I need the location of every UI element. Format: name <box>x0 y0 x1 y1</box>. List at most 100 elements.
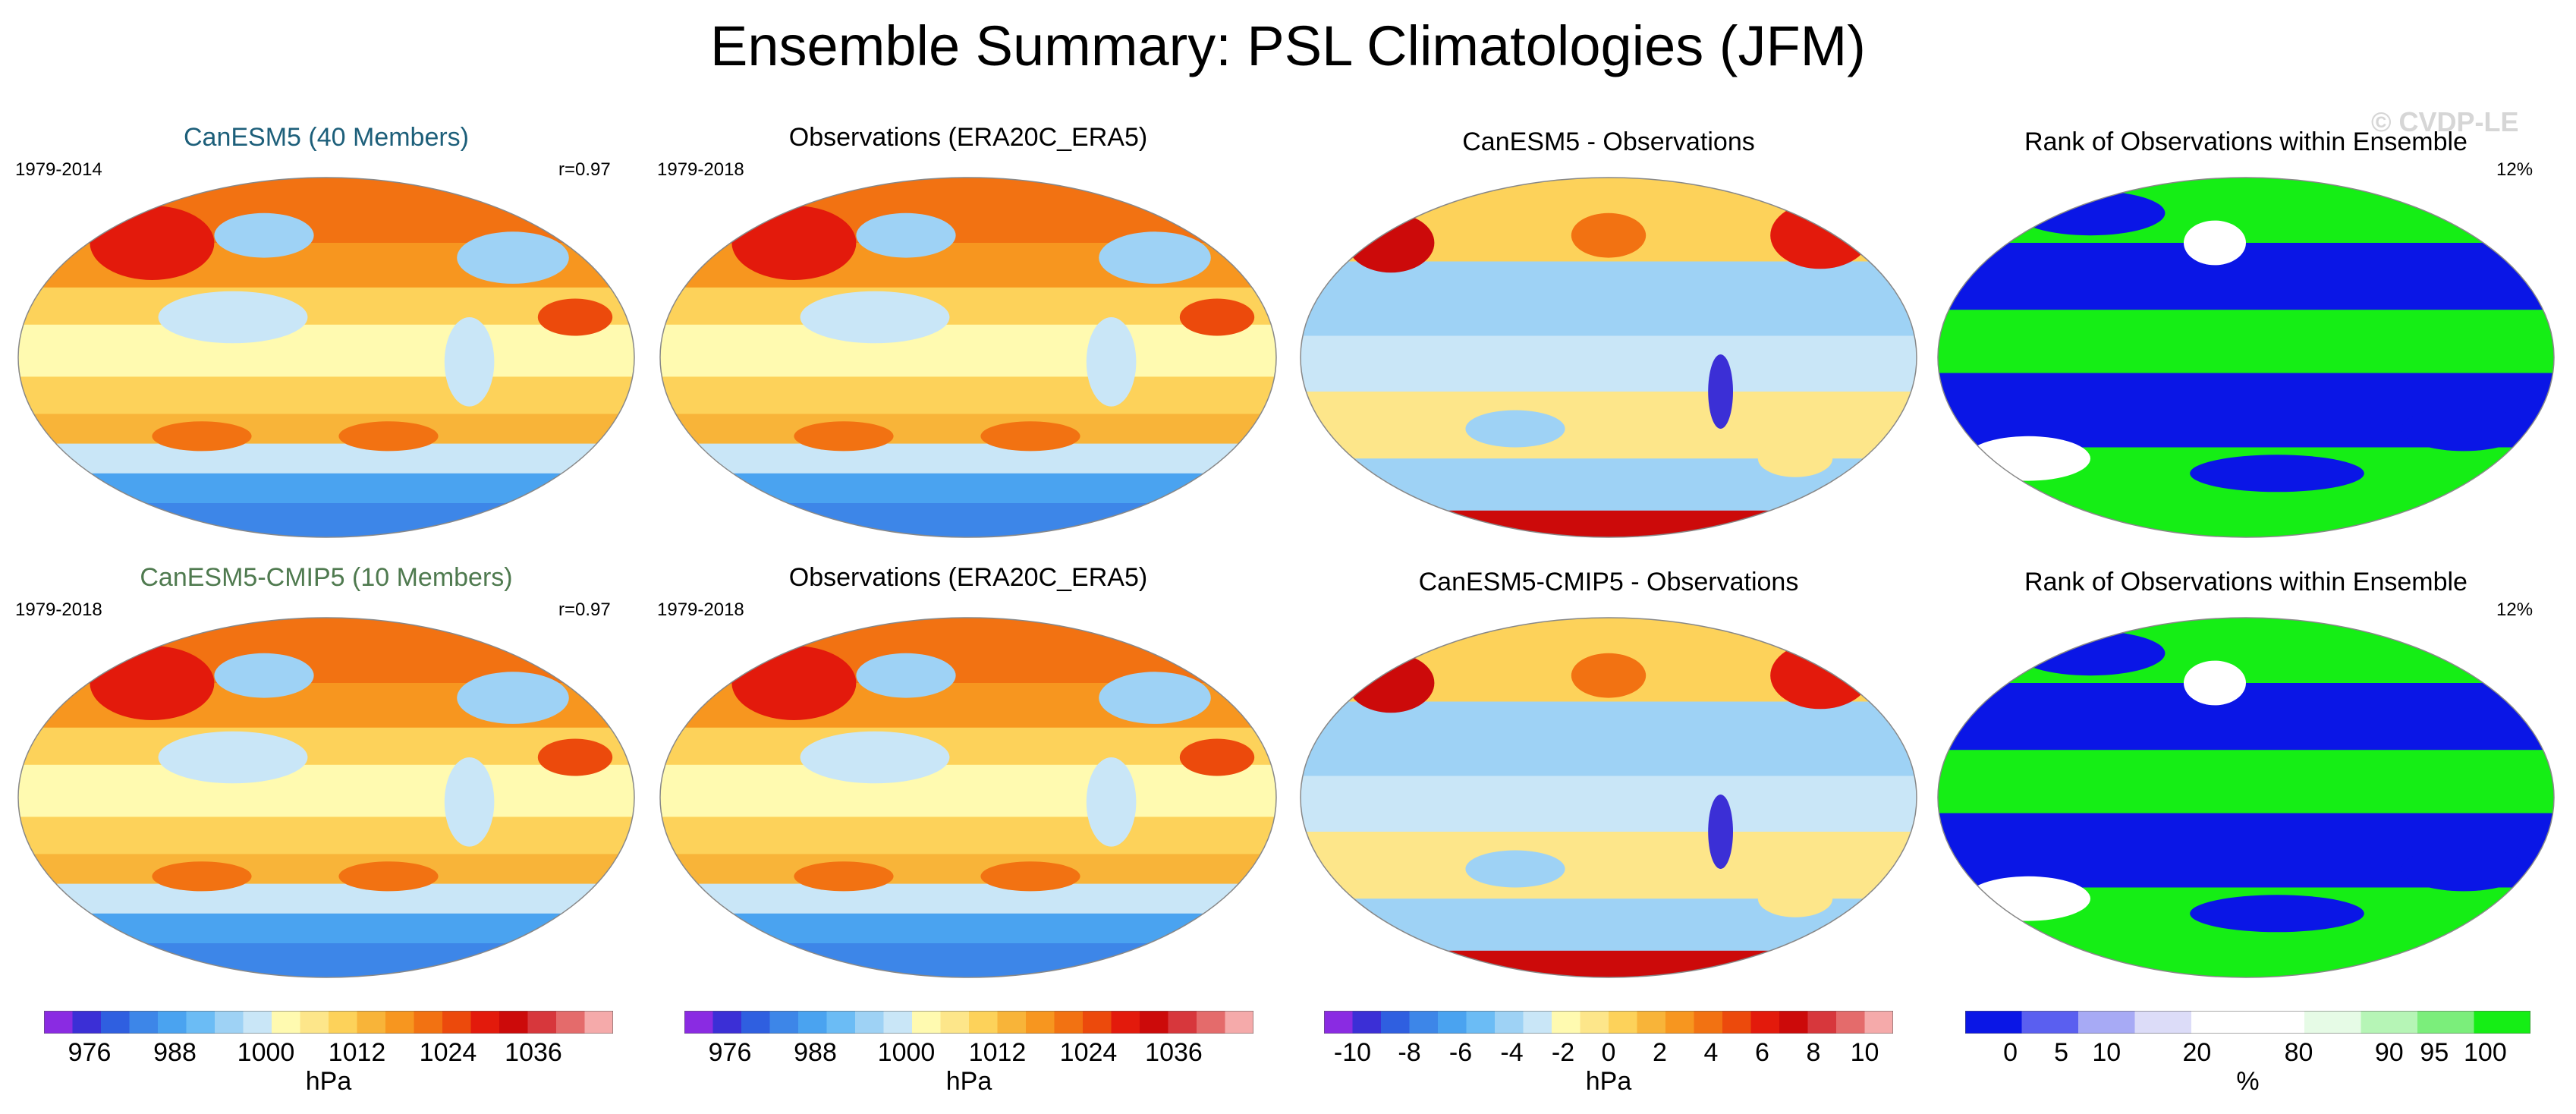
panel-title-3: CanESM5 - Observations <box>1462 127 1755 156</box>
blob-2 <box>1099 672 1211 724</box>
map-outline <box>659 617 1277 978</box>
colorbar-swatch <box>2304 1011 2361 1034</box>
colorbar-swatch <box>1140 1011 1168 1034</box>
map-canesm5-cmip5 <box>17 617 635 978</box>
map-outline <box>17 177 635 538</box>
colorbar-swatch <box>2361 1011 2418 1034</box>
blob-6 <box>338 861 439 892</box>
colorbar-swatch <box>1324 1011 1353 1034</box>
blob-2 <box>457 672 569 724</box>
colorbar-tick: 988 <box>153 1038 197 1067</box>
band-3 <box>660 764 1276 818</box>
panel-period-1: 1979-2014 <box>15 159 102 180</box>
band-5 <box>660 854 1276 885</box>
colorbar-tick: 4 <box>1703 1038 1719 1067</box>
blob-1 <box>856 212 956 258</box>
blob-1 <box>1571 653 1647 698</box>
blob-4 <box>1086 757 1137 847</box>
band-1 <box>1301 261 1917 337</box>
blob-1 <box>1571 212 1647 258</box>
colorbar-diff <box>1324 1011 1893 1034</box>
colorbar-tick: 1000 <box>877 1038 936 1067</box>
colorbar-swatch <box>186 1011 215 1034</box>
band-4 <box>18 817 634 855</box>
band-8 <box>660 943 1276 977</box>
band-2 <box>1301 776 1917 832</box>
colorbar-tick: 988 <box>794 1038 837 1067</box>
map-canesm5-minus-obs <box>1300 177 1917 538</box>
blob-4 <box>444 757 495 847</box>
colorbar-swatch <box>527 1011 557 1034</box>
figure-title: Ensemble Summary: PSL Climatologies (JFM… <box>710 14 1866 77</box>
colorbar-swatch <box>101 1011 130 1034</box>
blob-4 <box>444 317 495 407</box>
blob-7 <box>537 738 613 776</box>
panel-title-2: Observations (ERA20C_ERA5) <box>788 123 1148 152</box>
colorbar-tick: 100 <box>2464 1038 2507 1067</box>
colorbar-swatch <box>72 1011 102 1034</box>
colorbar-tick: -2 <box>1551 1038 1575 1067</box>
colorbar-swatch <box>442 1011 471 1034</box>
colorbar-tick: 0 <box>1601 1038 1616 1067</box>
colorbar-tick: 976 <box>68 1038 112 1067</box>
panel-stat-4: 12% <box>2496 159 2534 180</box>
blob-1 <box>214 212 314 258</box>
colorbar-swatch <box>2247 1011 2305 1034</box>
blob-0 <box>2015 190 2166 236</box>
colorbar-tick: 95 <box>2420 1038 2449 1067</box>
colorbar-swatch <box>1495 1011 1524 1034</box>
band-1 <box>1938 683 2554 751</box>
band-6 <box>660 883 1276 914</box>
colorbar-swatch <box>158 1011 187 1034</box>
blob-2 <box>2190 895 2364 933</box>
colorbar-unit: hPa <box>945 1067 992 1096</box>
colorbar-swatch <box>556 1011 585 1034</box>
band-7 <box>660 913 1276 944</box>
colorbar-psl-2 <box>684 1011 1253 1034</box>
band-8 <box>18 503 634 537</box>
map-outline <box>1300 177 1917 538</box>
colorbar-swatch <box>1965 1011 2022 1034</box>
blob-0 <box>1347 212 1435 273</box>
colorbar-swatch <box>272 1011 300 1034</box>
colorbar-tick: 1036 <box>1145 1038 1203 1067</box>
colorbar-swatch <box>855 1011 884 1034</box>
panel-title-1: CanESM5 (40 Members) <box>183 123 469 152</box>
blob-2 <box>2190 455 2364 492</box>
map-outline <box>1937 617 2555 978</box>
colorbar-tick: 10 <box>2092 1038 2122 1067</box>
colorbar-swatch <box>357 1011 386 1034</box>
colorbar-tick: -10 <box>1333 1038 1372 1067</box>
blob-6 <box>980 421 1080 452</box>
map-observations-2 <box>659 617 1277 978</box>
colorbar-tick: 976 <box>708 1038 752 1067</box>
blob-1 <box>2184 660 2246 706</box>
colorbar-swatch <box>883 1011 913 1034</box>
panel-period-5: 1979-2018 <box>15 599 102 620</box>
colorbar-swatch <box>414 1011 443 1034</box>
band-5 <box>660 414 1276 445</box>
blob-0 <box>1347 653 1435 713</box>
colorbar-swatch <box>1722 1011 1751 1034</box>
colorbar-tick: 1036 <box>505 1038 562 1067</box>
band-2 <box>18 727 634 766</box>
band-2 <box>1938 310 2554 374</box>
colorbar-swatch <box>1168 1011 1197 1034</box>
colorbar-tick: 6 <box>1755 1038 1769 1067</box>
map-outline <box>1300 617 1917 978</box>
blob-2 <box>1770 202 1870 269</box>
blob-0 <box>731 646 857 720</box>
colorbar-swatch <box>2021 1011 2079 1034</box>
blob-7 <box>537 298 613 336</box>
colorbar-swatch <box>1836 1011 1865 1034</box>
blob-7 <box>1179 298 1255 336</box>
blob-6 <box>980 861 1080 892</box>
colorbar-tick: -4 <box>1500 1038 1524 1067</box>
colorbar-swatch <box>912 1011 941 1034</box>
map-rank-1 <box>1937 177 2555 538</box>
band-0 <box>1938 178 2554 244</box>
blob-2 <box>1099 231 1211 284</box>
panel-title-6: Observations (ERA20C_ERA5) <box>788 563 1148 592</box>
colorbar-swatch <box>470 1011 500 1034</box>
blob-4 <box>2401 406 2526 452</box>
